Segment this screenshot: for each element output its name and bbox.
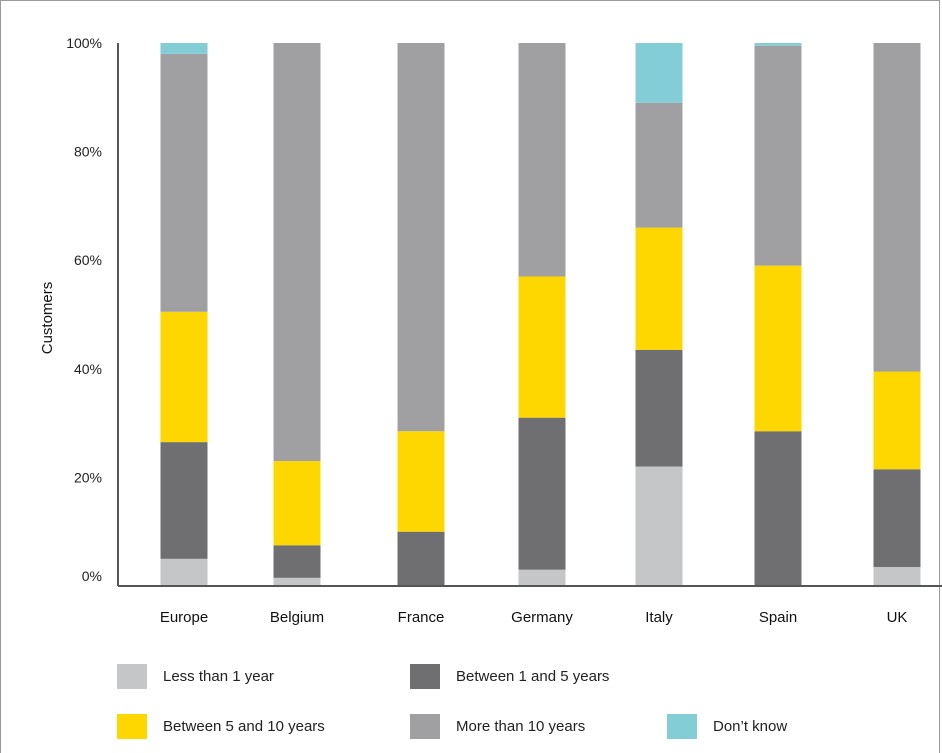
- y-tick-label: 20%: [74, 469, 102, 485]
- bar-segment-uk-less-than-1-year: [873, 566, 921, 586]
- bar-segment-italy-more-than-10-years: [635, 102, 683, 228]
- bar-segment-germany-more-than-10-years: [518, 43, 566, 277]
- x-category-label: Italy: [645, 609, 673, 626]
- bar-segment-europe-between-5-and-10-years: [160, 311, 208, 443]
- bar-segment-france-between-1-and-5-years: [397, 531, 445, 586]
- x-category-label: France: [398, 609, 445, 626]
- bar-segment-belgium-more-than-10-years: [273, 43, 321, 462]
- bar-segment-france-between-5-and-10-years: [397, 431, 445, 532]
- bar-segment-germany-between-1-and-5-years: [518, 417, 566, 570]
- bar-segment-uk-between-5-and-10-years: [873, 371, 921, 470]
- y-tick-label: 80%: [74, 144, 102, 160]
- bar-segment-spain-don-t-know: [754, 43, 802, 46]
- bar-segment-spain-between-5-and-10-years: [754, 265, 802, 432]
- bar-segment-spain-between-1-and-5-years: [754, 431, 802, 586]
- y-tick-label: 0%: [82, 568, 102, 584]
- bar-segment-germany-between-5-and-10-years: [518, 276, 566, 418]
- bar-segment-europe-less-than-1-year: [160, 558, 208, 586]
- bar-segment-france-more-than-10-years: [397, 43, 445, 432]
- x-category-labels: Europe Belgium France Germany Italy Spain UK: [160, 609, 908, 626]
- axis-layer: [117, 43, 942, 587]
- bar-segment-italy-between-1-and-5-years: [635, 349, 683, 467]
- bar-segment-belgium-between-5-and-10-years: [273, 461, 321, 546]
- x-category-label: Belgium: [270, 609, 324, 626]
- bar-segment-spain-more-than-10-years: [754, 45, 802, 266]
- bar-segment-belgium-less-than-1-year: [273, 577, 321, 586]
- y-tick-label: 40%: [74, 361, 102, 377]
- bars-layer: [160, 43, 921, 586]
- bar-segment-uk-more-than-10-years: [873, 43, 921, 372]
- x-category-label: Germany: [511, 609, 573, 626]
- x-category-label: Spain: [759, 609, 797, 626]
- x-category-label: UK: [887, 609, 908, 626]
- y-tick-labels: 0% 20% 40% 60% 80% 100%: [66, 35, 102, 584]
- y-tick-label: 60%: [74, 252, 102, 268]
- bar-segment-germany-less-than-1-year: [518, 569, 566, 586]
- bar-segment-uk-between-1-and-5-years: [873, 469, 921, 567]
- bar-segment-belgium-between-1-and-5-years: [273, 545, 321, 578]
- bar-segment-europe-between-1-and-5-years: [160, 442, 208, 559]
- bar-segment-italy-between-5-and-10-years: [635, 227, 683, 350]
- bar-segment-europe-more-than-10-years: [160, 53, 208, 312]
- y-tick-label: 100%: [66, 35, 102, 51]
- x-category-label: Europe: [160, 609, 208, 626]
- bar-segment-italy-don-t-know: [635, 43, 683, 103]
- bar-segment-europe-don-t-know: [160, 43, 208, 54]
- bar-segment-italy-less-than-1-year: [635, 466, 683, 586]
- y-axis-title: Customers: [39, 282, 56, 355]
